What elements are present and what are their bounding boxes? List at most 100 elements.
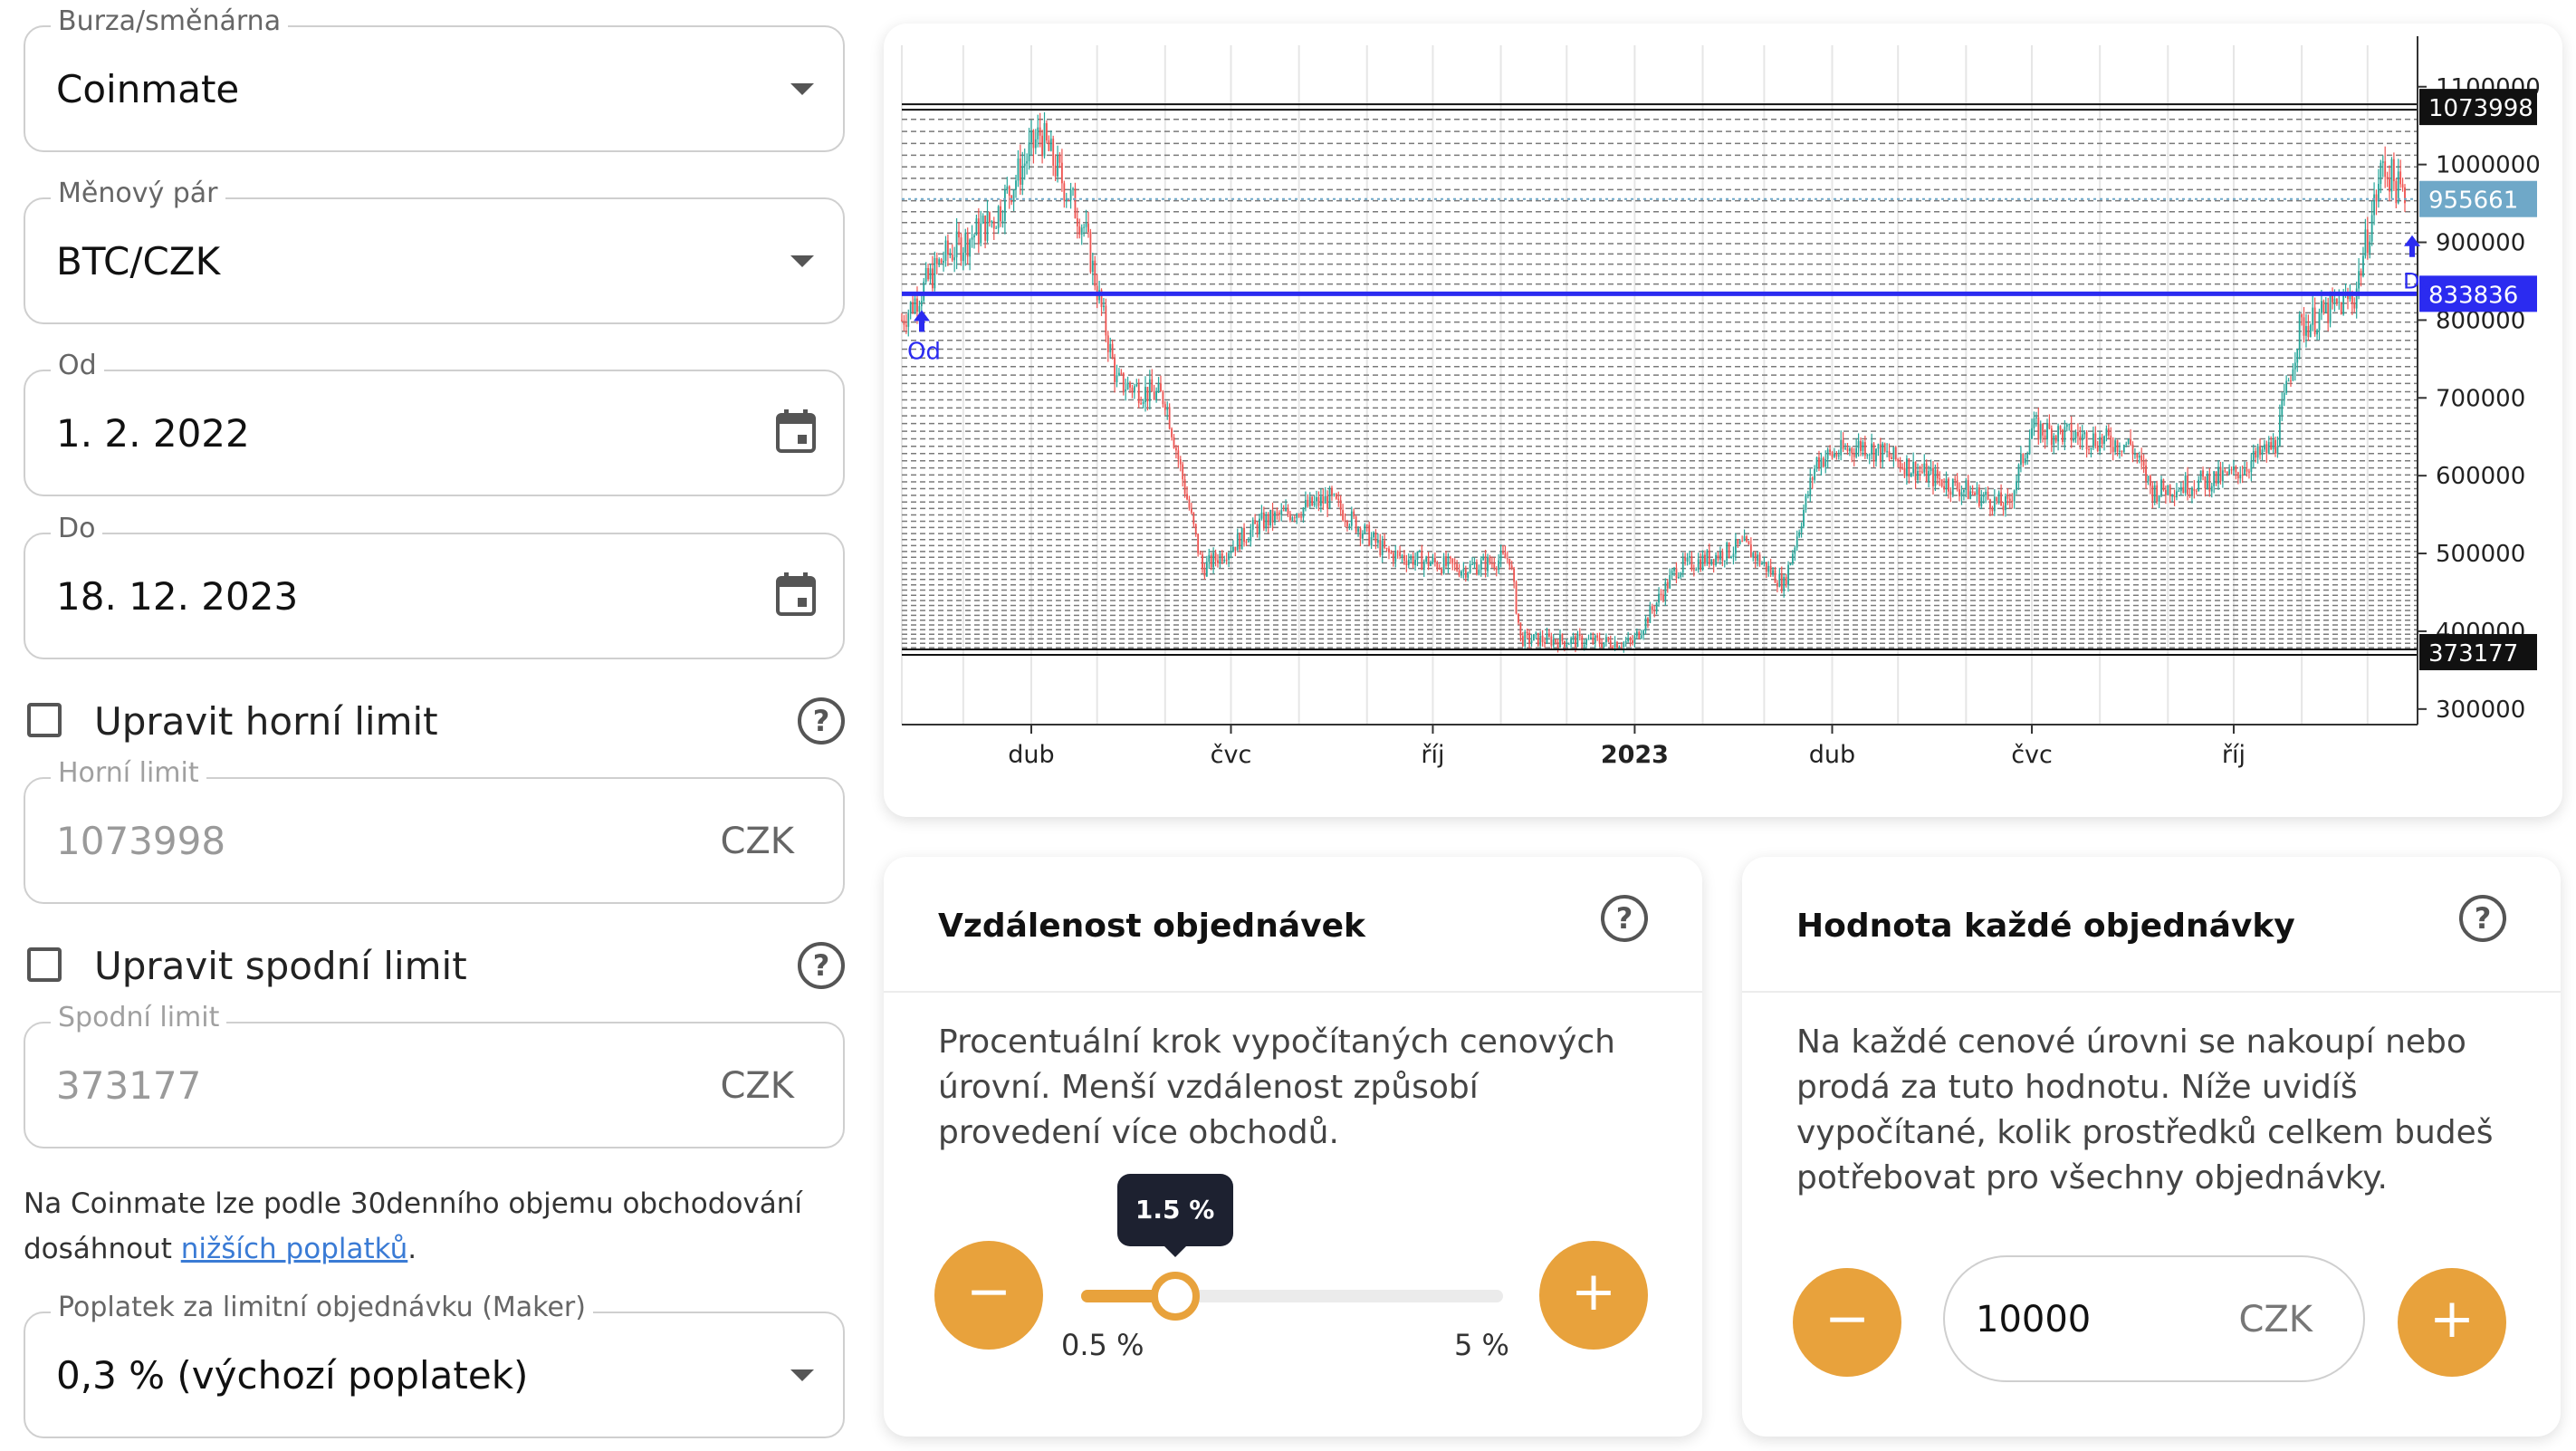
candle	[1331, 488, 1333, 495]
candle	[936, 258, 938, 264]
distance-value-tooltip: 1.5 %	[1117, 1174, 1233, 1246]
candle	[1202, 554, 1203, 569]
candle	[1368, 525, 1370, 546]
candle	[905, 325, 907, 327]
lower-limit-checkbox-label[interactable]: Upravit spodní limit	[94, 944, 467, 988]
candle	[1671, 571, 1673, 575]
candle	[938, 259, 940, 264]
candle	[1952, 479, 1954, 495]
lower-limit-label: Spodní limit	[51, 1002, 226, 1033]
candle	[2064, 427, 2065, 442]
date-from-field[interactable]: Od 1. 2. 2022	[24, 370, 845, 496]
candle	[1140, 403, 1142, 404]
candle	[1434, 558, 1436, 562]
candle	[1345, 520, 1346, 521]
lower-fees-link[interactable]: nižších poplatků	[181, 1233, 408, 1265]
upper-limit-checkbox[interactable]	[27, 703, 62, 737]
help-icon[interactable]: ?	[798, 942, 845, 989]
candle	[1132, 388, 1134, 392]
increase-distance-button[interactable]: +	[1539, 1241, 1648, 1350]
candle	[1480, 560, 1482, 570]
candle	[1423, 562, 1425, 570]
candle	[1357, 528, 1359, 532]
candle	[1619, 647, 1621, 648]
candle	[2198, 480, 2199, 491]
lower-limit-checkbox[interactable]	[27, 947, 62, 982]
order-value-input[interactable]: 10000 CZK	[1943, 1255, 2365, 1382]
help-icon[interactable]: ?	[2459, 895, 2506, 942]
candle	[2228, 469, 2230, 474]
candle	[1980, 497, 1982, 506]
candle	[962, 253, 964, 261]
help-icon[interactable]: ?	[1601, 895, 1648, 942]
candle	[1197, 533, 1199, 553]
maker-fee-select[interactable]: Poplatek za limitní objednávku (Maker) 0…	[24, 1312, 845, 1438]
upper-limit-checkbox-label[interactable]: Upravit horní limit	[94, 699, 438, 744]
candle	[2288, 380, 2290, 381]
currency-pair-select[interactable]: Měnový pár BTC/CZK	[24, 197, 845, 324]
candle	[1169, 407, 1171, 428]
calendar-icon[interactable]	[776, 572, 816, 616]
candle	[2187, 476, 2188, 495]
exchange-select[interactable]: Burza/směnárna Coinmate	[24, 25, 845, 152]
candle	[1713, 559, 1715, 565]
candle	[1105, 306, 1106, 336]
candle	[1120, 373, 1122, 374]
maker-fee-value: 0,3 % (výchozí poplatek)	[56, 1353, 528, 1398]
candle	[2314, 308, 2316, 335]
candle	[2083, 432, 2085, 434]
candle	[1223, 560, 1225, 562]
candle	[1519, 622, 1521, 636]
candle	[2216, 471, 2217, 484]
decrease-distance-button[interactable]: −	[934, 1241, 1043, 1350]
fee-note: Na Coinmate lze podle 30denního objemu o…	[24, 1181, 845, 1272]
price-chart[interactable]: 1100000100000090000080000070000060000050…	[884, 24, 2562, 817]
candle	[2045, 436, 2046, 439]
candle	[1935, 470, 1937, 486]
candle	[1610, 640, 1612, 647]
candle	[1241, 528, 1243, 550]
decrease-order-value-button[interactable]: −	[1793, 1268, 1901, 1377]
candle	[2068, 424, 2070, 425]
upper-limit-field: Horní limit 1073998 CZK	[24, 777, 845, 904]
card-divider	[1742, 991, 2561, 993]
candle	[1366, 524, 1368, 525]
candle	[1605, 637, 1607, 642]
y-tick-label: 900000	[2436, 230, 2525, 257]
candle	[1778, 573, 1780, 586]
candle	[1192, 513, 1194, 524]
candle	[2220, 467, 2222, 482]
candle	[932, 268, 934, 288]
candle	[1239, 534, 1240, 550]
help-icon[interactable]: ?	[798, 697, 845, 745]
candle	[2046, 423, 2048, 438]
x-tick-label: dub	[1809, 741, 1855, 769]
candle	[1144, 387, 1146, 402]
calendar-icon[interactable]	[776, 409, 816, 453]
candle	[1987, 492, 1989, 499]
date-to-field[interactable]: Do 18. 12. 2023	[24, 533, 845, 659]
candle	[2387, 177, 2389, 179]
distance-slider-thumb[interactable]	[1151, 1272, 1200, 1321]
candle	[2091, 447, 2092, 449]
candle	[1006, 187, 1008, 190]
candle	[1002, 221, 1004, 222]
candle	[2334, 299, 2336, 303]
start-price-badge-label: 833836	[2428, 282, 2518, 309]
candle	[1379, 540, 1381, 555]
candle	[2055, 436, 2057, 441]
candle	[1897, 459, 1899, 461]
candle	[2255, 451, 2256, 457]
y-tick-label: 500000	[2436, 541, 2525, 568]
candle	[2156, 485, 2158, 502]
candle	[993, 221, 995, 228]
candle	[1818, 457, 1820, 467]
candle	[2200, 470, 2202, 479]
increase-order-value-button[interactable]: +	[2398, 1268, 2506, 1377]
candle	[2114, 440, 2116, 452]
candle	[2005, 496, 2006, 510]
candle	[2099, 437, 2101, 451]
candle	[1798, 533, 1800, 537]
candle	[2066, 424, 2068, 427]
candle	[1573, 636, 1575, 638]
